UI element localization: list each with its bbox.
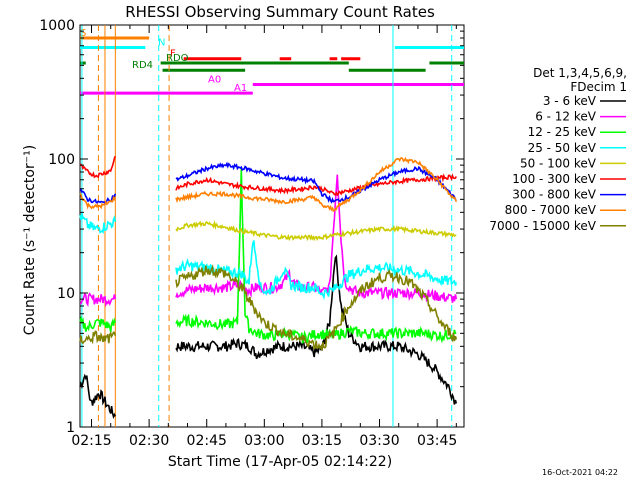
series-line — [79, 155, 117, 179]
x-axis: 02:15 02:30 02:45 03:00 03:15 03:30 03:45 — [71, 25, 457, 449]
x-tick-label: 03:30 — [359, 433, 399, 449]
y-tick-label: 10 — [57, 286, 75, 302]
x-tick-label: 02:30 — [129, 433, 169, 449]
y-axis: 1 10 100 1000 — [39, 18, 464, 436]
legend: Det 1,3,4,5,6,9, FDecim 1 3 - 6 keV 6 - 1… — [489, 66, 627, 233]
series-line — [79, 315, 117, 333]
legend-label: 3 - 6 keV — [543, 94, 597, 108]
plot-area — [79, 24, 465, 428]
y-tick-label: 1000 — [39, 18, 75, 34]
series-line — [79, 193, 117, 210]
series-line — [79, 212, 117, 235]
legend-label: 6 - 12 keV — [535, 110, 597, 124]
series-line — [79, 330, 117, 345]
legend-label: 12 - 25 keV — [528, 125, 597, 139]
x-tick-label: 02:15 — [71, 433, 111, 449]
x-tick-label: 03:45 — [417, 433, 457, 449]
flag-label-rd4: RD4 — [132, 60, 153, 71]
legend-header-line2: FDecim 1 — [570, 80, 627, 94]
series-line — [175, 156, 458, 212]
legend-label: 50 - 100 keV — [520, 156, 597, 170]
flag-label-s: S — [80, 28, 86, 39]
x-tick-label: 03:00 — [244, 433, 284, 449]
flag-label-a1: A1 — [234, 83, 247, 94]
y-axis-label: Count Rate (s⁻¹ detector⁻¹) — [22, 145, 38, 335]
flag-label-f: F — [170, 49, 176, 60]
series-lines — [79, 155, 458, 420]
legend-label: 25 - 50 keV — [528, 141, 597, 155]
series-line — [175, 219, 457, 242]
series-line — [175, 173, 457, 197]
series-line — [175, 240, 458, 301]
flag-label-rdo: RDO — [166, 53, 189, 64]
y-tick-label: 100 — [48, 152, 75, 168]
legend-label: 800 - 7000 keV — [505, 203, 597, 217]
series-line — [175, 161, 457, 204]
event-markers — [81, 25, 453, 427]
series-line — [175, 254, 458, 405]
x-tick-label: 03:15 — [302, 433, 342, 449]
series-line — [175, 264, 458, 351]
series-line — [79, 292, 117, 308]
y-tick-label: 1 — [66, 420, 75, 436]
flag-label-a0: A0 — [208, 74, 221, 85]
legend-header-line1: Det 1,3,4,5,6,9, — [533, 66, 627, 80]
chart-title: RHESSI Observing Summary Count Rates — [125, 3, 435, 21]
flag-label-n: N — [158, 37, 165, 48]
plot-frame — [79, 24, 465, 428]
x-tick-label: 02:45 — [187, 433, 227, 449]
series-line — [175, 167, 457, 344]
legend-label: 100 - 300 keV — [512, 172, 596, 186]
legend-label: 7000 - 15000 keV — [489, 219, 596, 233]
legend-label: 300 - 800 keV — [512, 188, 596, 202]
footer-timestamp: 16-Oct-2021 04:22 — [542, 468, 618, 477]
series-line — [79, 373, 117, 420]
x-axis-label: Start Time (17-Apr-05 02:14:22) — [168, 454, 392, 470]
series-line — [175, 174, 458, 303]
